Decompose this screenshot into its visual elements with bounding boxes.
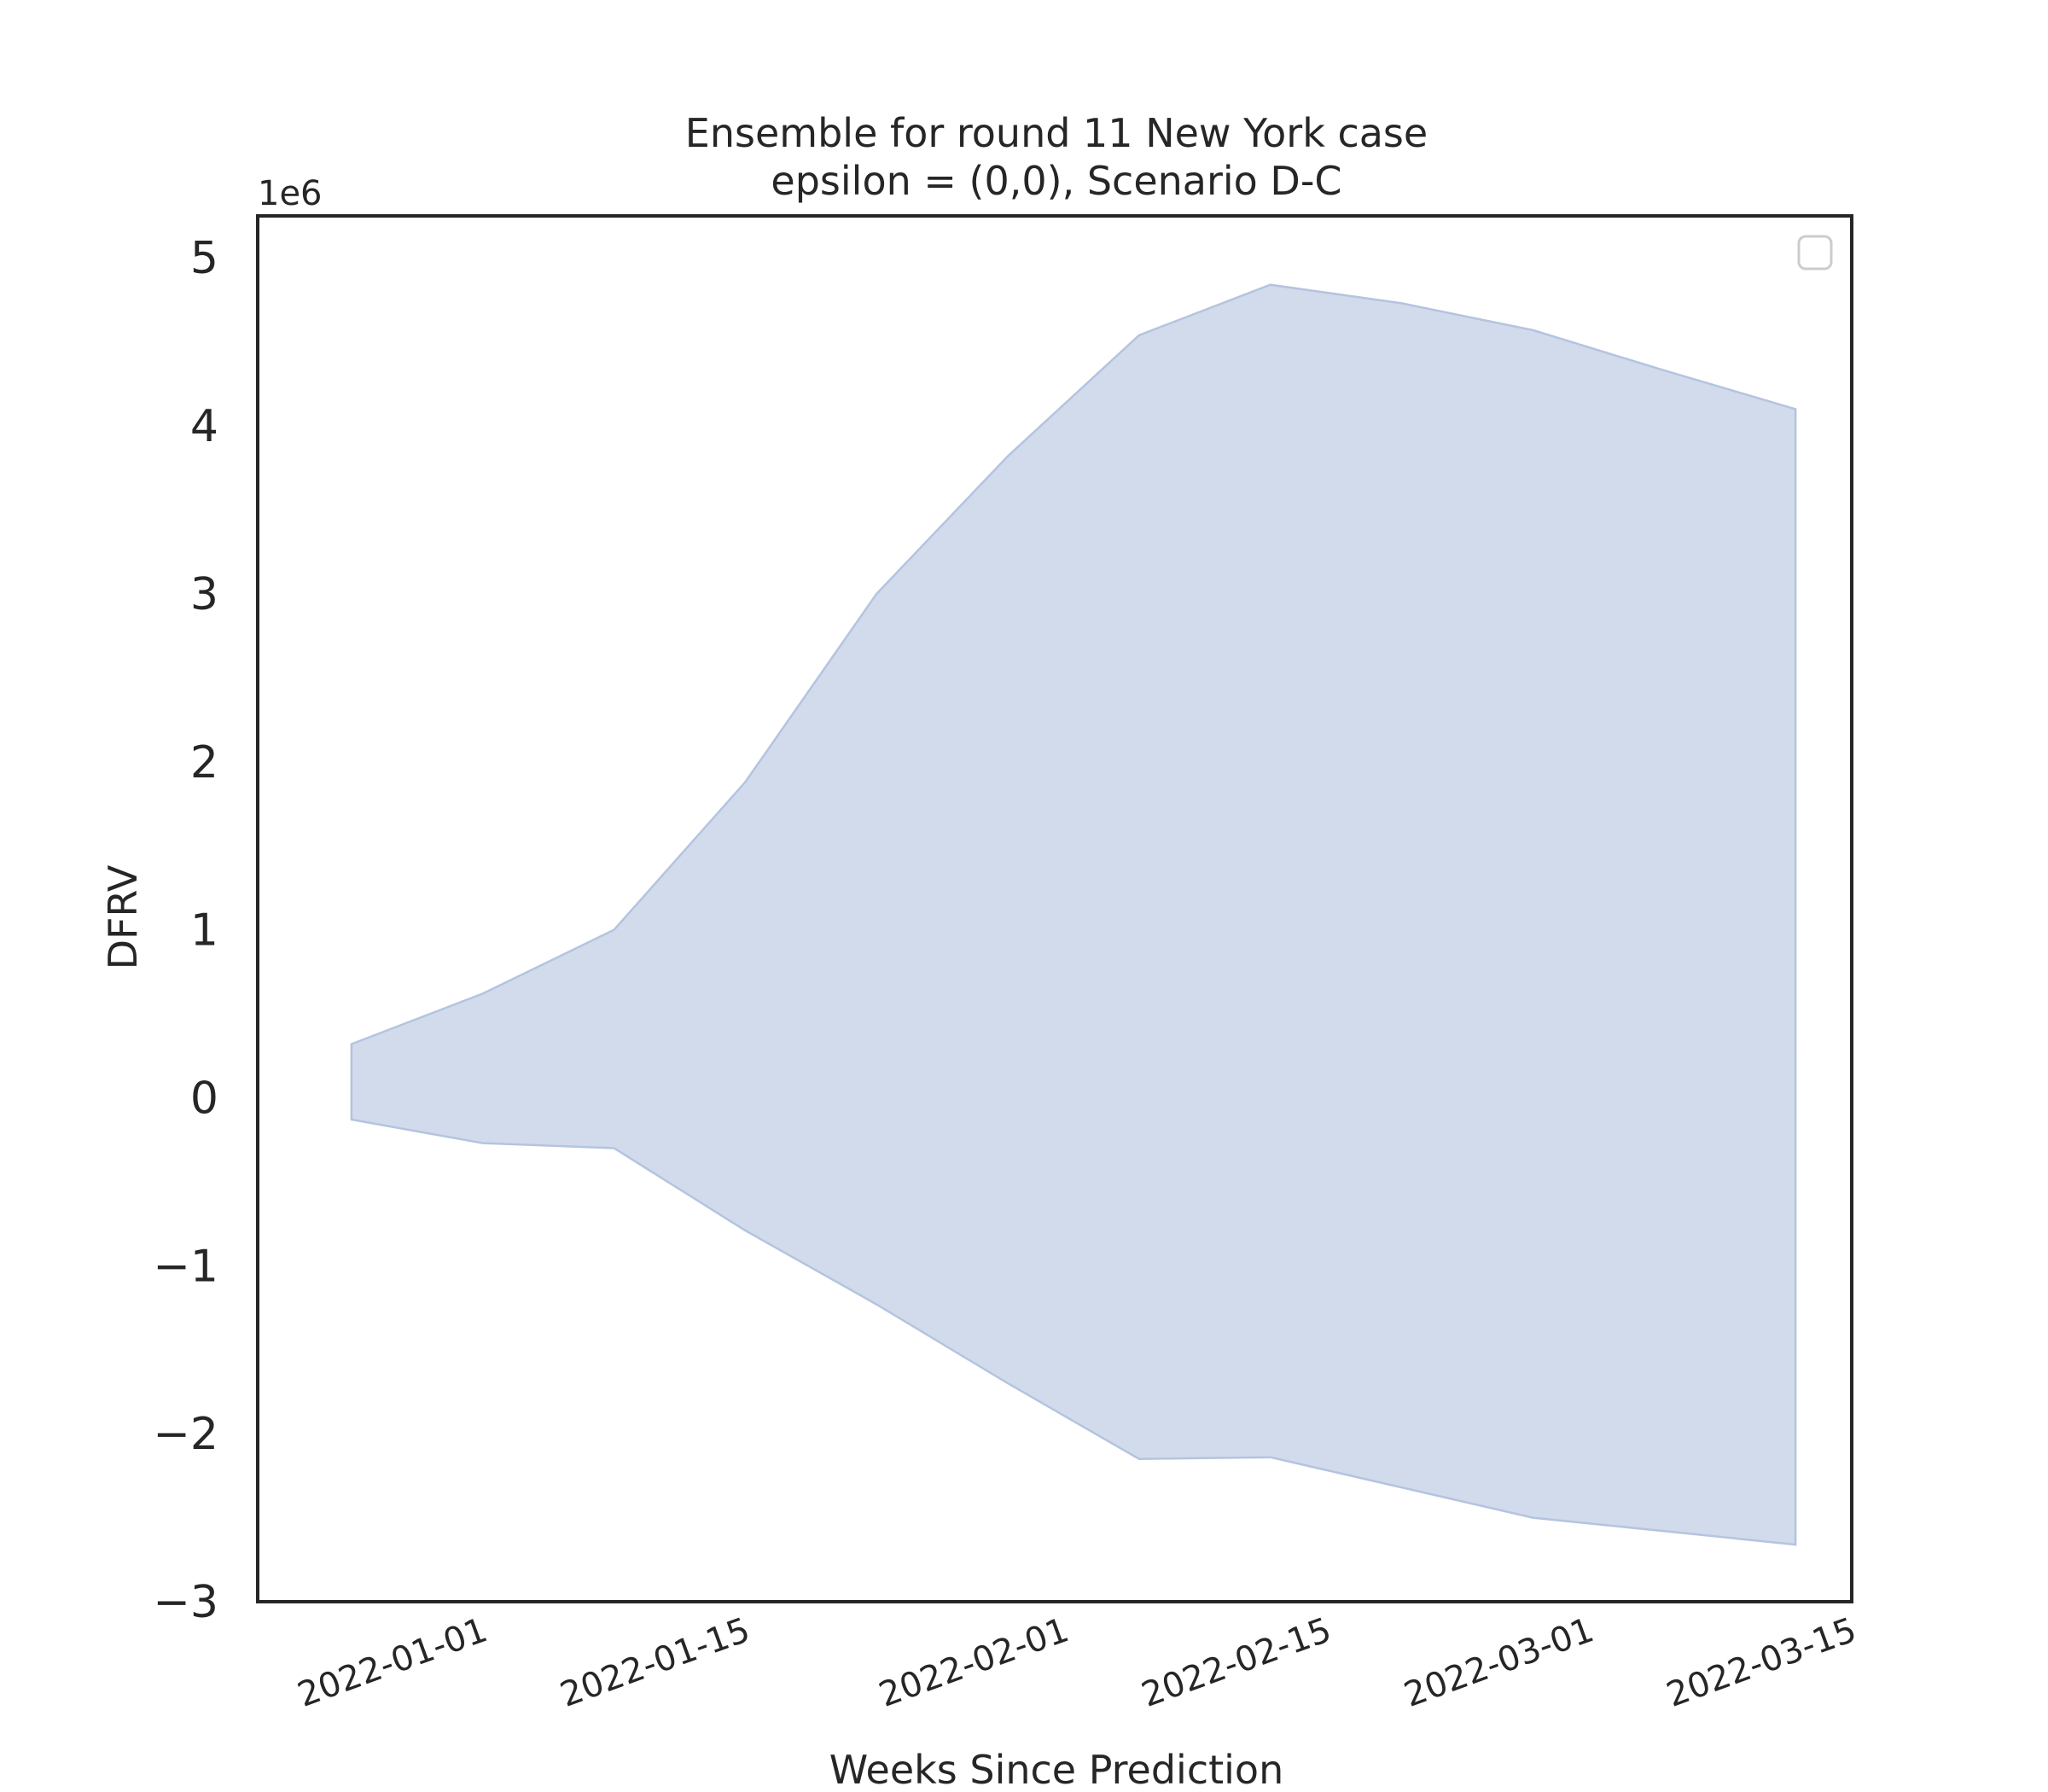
chart-title-line-2: epsilon = (0,0), Scenario D-C xyxy=(771,158,1341,204)
y-tick-label: 4 xyxy=(190,401,218,452)
y-tick-label: −3 xyxy=(153,1577,218,1628)
ensemble-band-area xyxy=(350,283,1797,1546)
y-tick-label: 1 xyxy=(190,905,218,957)
y-tick-labels: −3 −2 −1 0 1 2 3 4 5 xyxy=(153,233,218,1628)
y-tick-label: −1 xyxy=(153,1241,218,1292)
plot-area xyxy=(256,214,1853,1603)
y-tick-label: 5 xyxy=(190,233,218,284)
y-tick-label: 2 xyxy=(190,737,218,788)
y-axis-label: DFRV xyxy=(100,864,146,969)
y-tick-label: 3 xyxy=(190,569,218,620)
x-axis-label: Weeks Since Prediction xyxy=(829,1747,1283,1792)
chart-title-line-1: Ensemble for round 11 New York case xyxy=(685,110,1428,156)
y-axis-offset-label: 1e6 xyxy=(258,174,323,213)
plot-frame xyxy=(256,214,1853,1603)
legend-box xyxy=(1797,235,1833,271)
y-tick-label: −2 xyxy=(153,1409,218,1460)
y-tick-label: 0 xyxy=(190,1073,218,1125)
